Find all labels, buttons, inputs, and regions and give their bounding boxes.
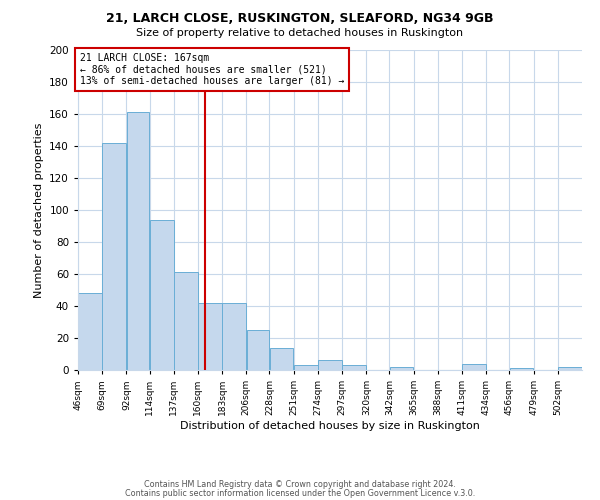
Bar <box>462 364 486 370</box>
Bar <box>558 367 582 370</box>
Text: Size of property relative to detached houses in Ruskington: Size of property relative to detached ho… <box>136 28 464 38</box>
Text: 21 LARCH CLOSE: 167sqm
← 86% of detached houses are smaller (521)
13% of semi-de: 21 LARCH CLOSE: 167sqm ← 86% of detached… <box>80 53 344 86</box>
Bar <box>294 365 317 370</box>
Bar <box>270 348 293 370</box>
Bar <box>78 293 102 370</box>
Bar <box>389 367 413 370</box>
Text: Contains public sector information licensed under the Open Government Licence v.: Contains public sector information licen… <box>125 488 475 498</box>
Text: 21, LARCH CLOSE, RUSKINGTON, SLEAFORD, NG34 9GB: 21, LARCH CLOSE, RUSKINGTON, SLEAFORD, N… <box>106 12 494 26</box>
Bar <box>127 112 149 370</box>
Bar <box>509 368 533 370</box>
Bar <box>318 360 342 370</box>
Bar <box>247 330 269 370</box>
Y-axis label: Number of detached properties: Number of detached properties <box>34 122 44 298</box>
Bar <box>174 272 198 370</box>
Bar <box>103 143 126 370</box>
Bar <box>150 220 173 370</box>
X-axis label: Distribution of detached houses by size in Ruskington: Distribution of detached houses by size … <box>180 421 480 431</box>
Bar <box>223 303 246 370</box>
Text: Contains HM Land Registry data © Crown copyright and database right 2024.: Contains HM Land Registry data © Crown c… <box>144 480 456 489</box>
Bar <box>343 365 366 370</box>
Bar <box>198 303 222 370</box>
